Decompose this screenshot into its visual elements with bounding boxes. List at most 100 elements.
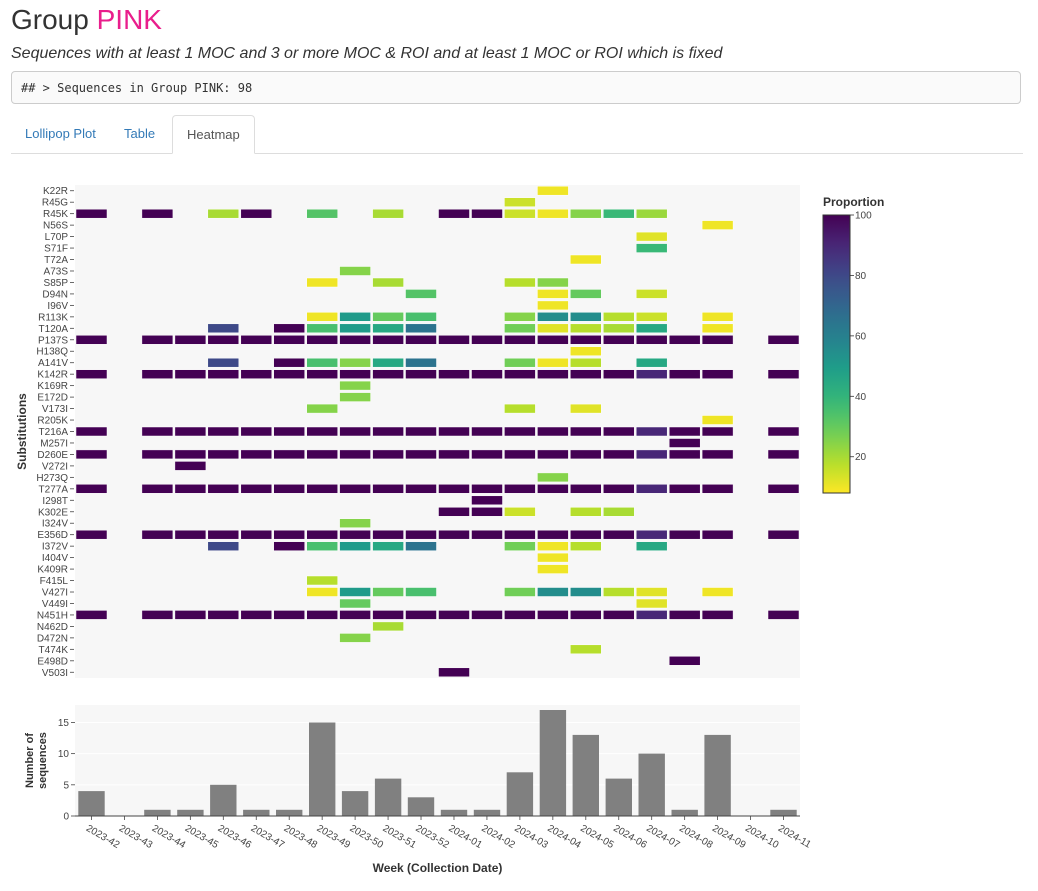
bar-panel-background <box>75 705 800 816</box>
heatmap-cell <box>141 610 174 620</box>
x-tick-label: 2024-11 <box>776 823 813 851</box>
heatmap-cell <box>668 484 701 494</box>
heatmap-cell <box>668 335 701 345</box>
heatmap-cell <box>141 449 174 460</box>
heatmap-cell <box>767 449 800 460</box>
heatmap-cell <box>339 587 371 597</box>
heatmap-cell <box>75 426 108 437</box>
heatmap-cell <box>504 357 536 368</box>
bar <box>506 772 534 816</box>
tab-lollipop-plot[interactable]: Lollipop Plot <box>25 126 96 141</box>
heatmap-cell <box>471 495 503 506</box>
heatmap-cell <box>635 289 668 299</box>
heatmap-cell <box>701 369 734 379</box>
heatmap-cell <box>405 369 437 379</box>
heatmap-cell <box>207 335 240 345</box>
heatmap-cell <box>339 633 371 643</box>
heatmap-cell <box>273 529 305 540</box>
heatmap-cell <box>438 507 470 517</box>
bar <box>341 791 369 816</box>
heatmap-cell <box>635 323 668 334</box>
legend-tick-label: 40 <box>855 392 867 403</box>
heatmap-cell <box>537 300 569 311</box>
heatmap-cell <box>75 208 108 219</box>
heatmap-cell <box>75 484 108 494</box>
y-tick-label: H138Q <box>36 347 68 358</box>
heatmap-cell <box>668 426 701 437</box>
heatmap-cell <box>570 312 602 322</box>
heatmap-cell <box>504 369 536 379</box>
heatmap-cell <box>240 610 273 620</box>
x-tick-label: 2023-51 <box>381 823 419 851</box>
heatmap-cell <box>372 323 404 334</box>
y-tick-label: K409R <box>37 565 68 576</box>
bar-y-axis-title: Number ofsequences <box>24 732 49 789</box>
heatmap-cell <box>537 426 569 437</box>
heatmap-cell <box>767 610 800 620</box>
heatmap-cell <box>438 449 470 460</box>
tab-bar: Lollipop Plot Table Heatmap <box>11 115 1023 154</box>
y-tick-label: E498D <box>37 656 68 667</box>
heatmap-cell <box>273 369 305 379</box>
heatmap-cell <box>537 185 569 196</box>
heatmap-cell <box>537 610 569 620</box>
heatmap-cell <box>372 335 404 345</box>
heatmap-cell <box>701 415 734 425</box>
heatmap-cell <box>668 529 701 540</box>
bar <box>704 734 731 816</box>
y-tick-label: V427I <box>42 588 68 599</box>
heatmap-cell <box>273 335 305 345</box>
heatmap-cell <box>405 335 437 345</box>
y-tick-label: S85P <box>44 278 69 289</box>
x-tick-label: 2023-43 <box>117 823 155 851</box>
heatmap-cell <box>306 335 338 345</box>
heatmap-cell <box>339 323 371 334</box>
heatmap-cell <box>372 426 404 437</box>
heatmap-cell <box>471 369 503 379</box>
heatmap-cell <box>339 484 371 494</box>
heatmap-cell <box>668 369 701 379</box>
heatmap-cell <box>570 529 602 540</box>
heatmap-cell <box>701 220 734 230</box>
heatmap-cell <box>570 335 602 345</box>
heatmap-cell <box>273 426 305 437</box>
heatmap-cell <box>405 610 437 620</box>
y-tick-label: T474K <box>39 645 69 656</box>
heatmap-cell <box>174 610 207 620</box>
heatmap-cell <box>701 426 734 437</box>
heatmap-cell <box>635 426 668 437</box>
legend-title: Proportion <box>823 195 884 209</box>
heatmap-cell <box>405 541 437 551</box>
heatmap-cell <box>701 610 734 620</box>
heatmap-cell <box>504 587 536 597</box>
heatmap-cell <box>537 369 569 379</box>
heatmap-cell <box>306 426 338 437</box>
heatmap-cell <box>405 323 437 334</box>
heatmap-cell <box>537 587 569 597</box>
y-tick-label: R113K <box>38 312 68 323</box>
bar-y-tick-label: 5 <box>63 780 69 791</box>
heatmap-cell <box>603 208 635 219</box>
heatmap-cell <box>570 587 602 597</box>
x-tick-label: 2023-44 <box>150 823 188 851</box>
y-tick-label: N56S <box>43 221 68 232</box>
heatmap-cell <box>75 335 108 345</box>
heatmap-cell <box>405 289 437 299</box>
bar <box>210 784 237 816</box>
y-axis-title: Substitutions <box>15 393 29 470</box>
tab-table[interactable]: Table <box>124 126 156 141</box>
heatmap-cell <box>635 357 668 368</box>
heatmap-cell <box>537 323 569 334</box>
heatmap-cell <box>504 335 536 345</box>
bar <box>78 791 105 816</box>
heatmap-cell <box>306 277 338 288</box>
heatmap-cell <box>504 403 536 414</box>
bar <box>177 809 204 816</box>
page-subtitle: Sequences with at least 1 MOC and 3 or m… <box>11 45 723 62</box>
heatmap-cell <box>174 449 207 460</box>
x-tick-label: 2023-47 <box>249 823 287 851</box>
heatmap-cell <box>339 380 371 391</box>
heatmap-cell <box>141 208 174 219</box>
tab-heatmap[interactable]: Heatmap <box>172 115 255 154</box>
page-title: Group PINK <box>11 3 162 37</box>
